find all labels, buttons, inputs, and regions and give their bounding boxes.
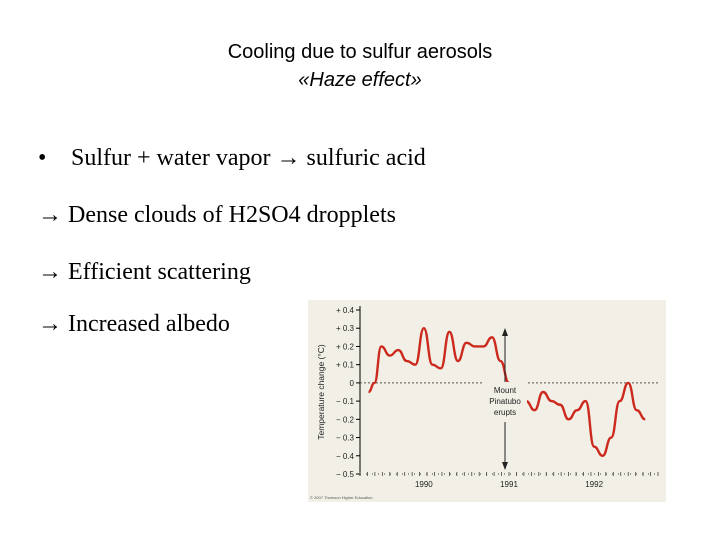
y-tick-label: + 0.4	[336, 306, 355, 315]
x-tick-label: 1990	[415, 480, 433, 489]
eruption-annotation-text: Mount	[494, 386, 517, 395]
chart-credit-text: © 2007 Thomson Higher Education	[310, 495, 372, 500]
bullet-text-1: Sulfur + water vapor → sulfuric acid	[71, 145, 426, 171]
title-line-1: Cooling due to sulfur aerosols	[227, 41, 493, 63]
temperature-chart: + 0.4 + 0.3 + 0.2 + 0.1 0 − 0.1 − 0.2 − 0.3 − 0.…	[310, 306, 659, 500]
bullet-dot: •	[38, 145, 47, 171]
temperature-chart-panel: + 0.4 + 0.3 + 0.2 + 0.1 0 − 0.1 − 0.2 − 0.3 − 0.…	[308, 300, 666, 502]
eruption-annotation-text: erupts	[494, 408, 516, 417]
bullet-text-2: → Dense clouds of H2SO4 dropplets	[38, 202, 396, 228]
y-axis-label: Temperature change (°C)	[316, 344, 326, 440]
bullet-sulfur-water: • Sulfur + water vapor → sulfuric acid	[38, 145, 426, 172]
slide-title: Cooling due to sulfur aerosols «Haze eff…	[0, 38, 720, 94]
eruption-arrow-head-up	[502, 328, 508, 336]
x-tick-label: 1992	[585, 480, 603, 489]
x-tick-label: 1991	[500, 480, 518, 489]
eruption-arrow-head-down	[502, 462, 508, 470]
bullet-albedo: → Increased albedo	[38, 311, 230, 338]
y-tick-label: − 0.2	[336, 415, 355, 424]
bullet-text-3: → Efficient scattering	[38, 259, 251, 285]
y-tick-label: − 0.5	[336, 470, 355, 479]
bullet-text-4: → Increased albedo	[38, 311, 230, 337]
annotation-background	[483, 382, 527, 422]
bullet-scattering: → Efficient scattering	[38, 259, 251, 286]
y-tick-label: − 0.4	[336, 452, 355, 461]
eruption-annotation-text: Pinatubo	[489, 397, 521, 406]
y-tick-label: − 0.1	[336, 397, 355, 406]
title-line-2: «Haze effect»	[298, 69, 422, 91]
y-tick-label: + 0.3	[336, 324, 355, 333]
y-tick-label: 0	[350, 379, 355, 388]
bullet-dense-clouds: → Dense clouds of H2SO4 dropplets	[38, 202, 396, 229]
y-tick-label: − 0.3	[336, 434, 355, 443]
y-tick-label: + 0.1	[336, 361, 355, 370]
y-tick-label: + 0.2	[336, 342, 355, 351]
